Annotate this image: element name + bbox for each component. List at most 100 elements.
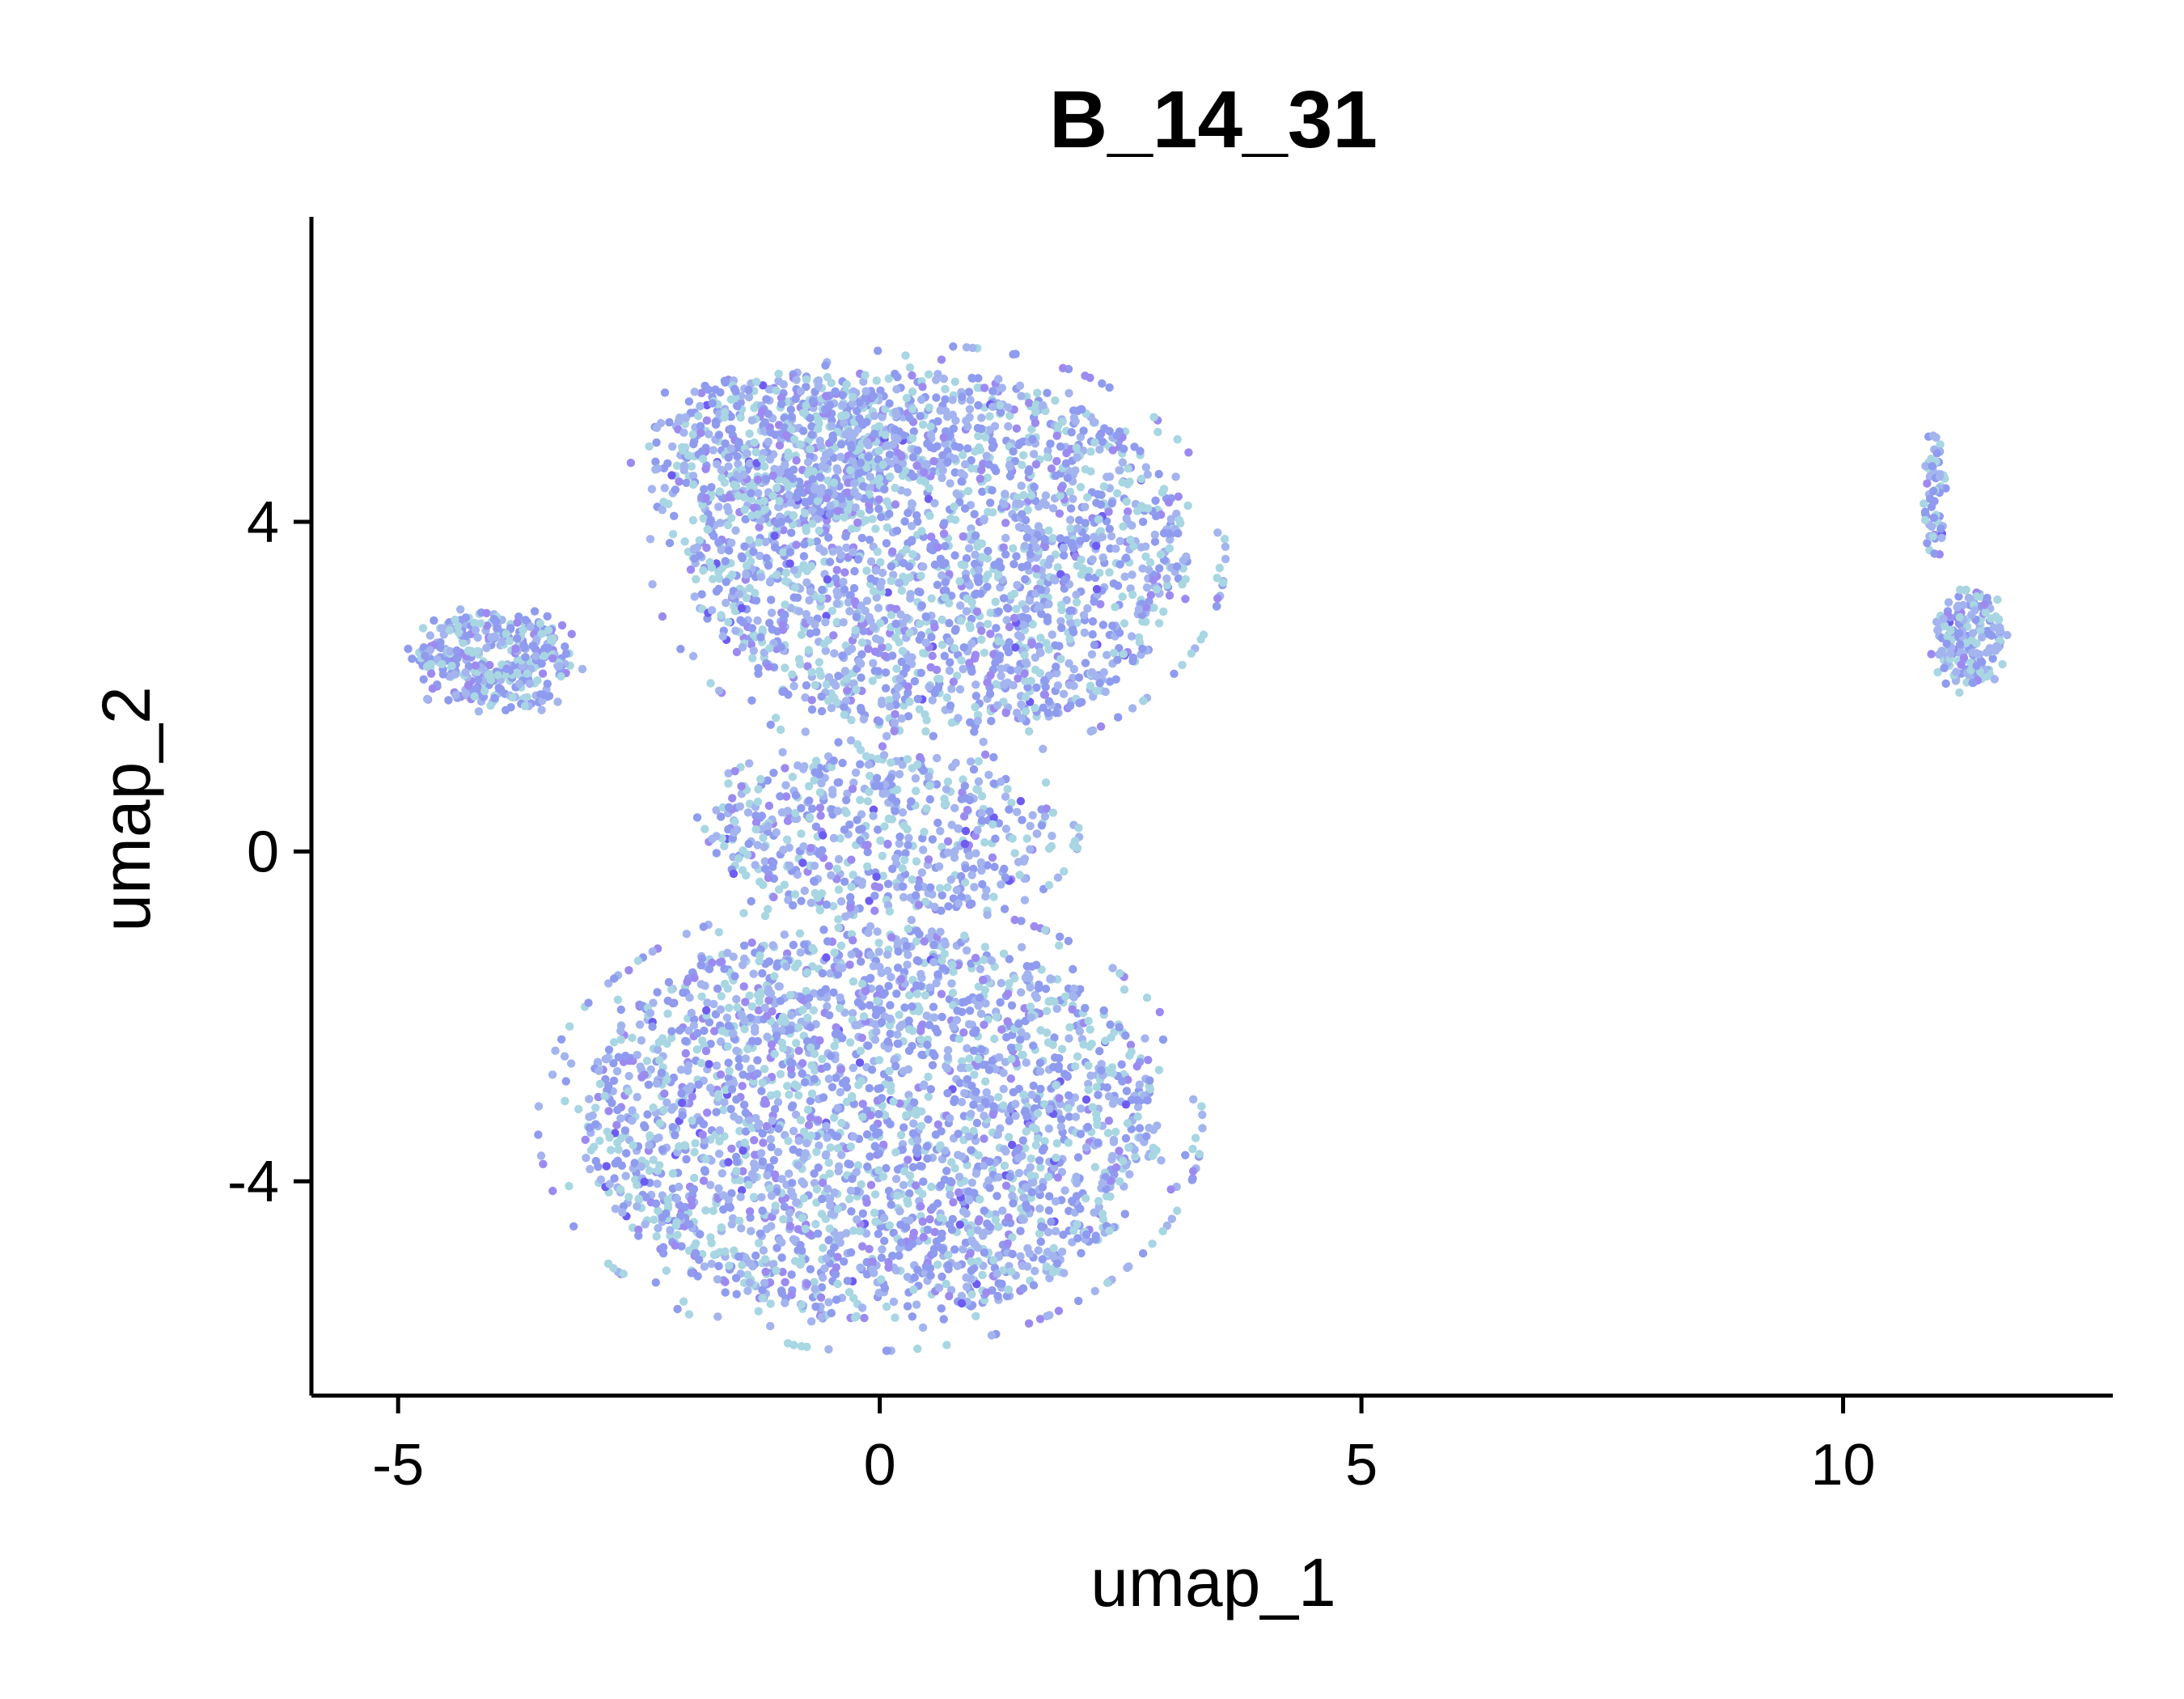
scatter-point xyxy=(922,1142,932,1151)
scatter-point xyxy=(967,1082,976,1091)
scatter-point xyxy=(1097,490,1106,499)
scatter-point xyxy=(792,540,801,549)
scatter-point xyxy=(806,1023,815,1032)
scatter-point xyxy=(953,1261,962,1271)
scatter-point xyxy=(908,1232,918,1241)
scatter-point xyxy=(878,1172,888,1181)
scatter-point xyxy=(1069,964,1077,974)
scatter-point xyxy=(974,1217,983,1226)
scatter-point xyxy=(755,997,764,1006)
scatter-point xyxy=(743,449,751,458)
scatter-point xyxy=(1195,1150,1204,1159)
scatter-point xyxy=(1022,533,1032,542)
scatter-point xyxy=(767,1040,777,1049)
scatter-point xyxy=(825,1194,835,1203)
scatter-point xyxy=(756,573,766,582)
scatter-point xyxy=(932,393,941,402)
scatter-point xyxy=(745,1116,754,1125)
scatter-point xyxy=(835,1003,844,1013)
scatter-point xyxy=(909,1098,919,1107)
scatter-point xyxy=(1014,1043,1023,1052)
scatter-point xyxy=(680,537,689,546)
scatter-point xyxy=(962,1209,971,1218)
scatter-point xyxy=(1170,669,1179,678)
scatter-point xyxy=(914,587,923,596)
scatter-point xyxy=(569,1222,578,1231)
scatter-point xyxy=(947,684,956,693)
scatter-point xyxy=(945,666,954,676)
scatter-point xyxy=(762,553,771,562)
scatter-point xyxy=(982,451,992,460)
scatter-point xyxy=(965,659,974,667)
scatter-point xyxy=(738,1082,747,1091)
scatter-point xyxy=(628,1033,637,1043)
scatter-point xyxy=(857,1077,866,1086)
scatter-point xyxy=(737,552,746,561)
scatter-point xyxy=(1081,502,1090,511)
scatter-point xyxy=(874,446,884,455)
scatter-point xyxy=(957,616,966,625)
scatter-point xyxy=(668,530,678,539)
scatter-point xyxy=(766,1134,775,1144)
scatter-point xyxy=(931,1130,941,1139)
scatter-point xyxy=(714,928,724,937)
scatter-point xyxy=(1066,504,1076,513)
scatter-point xyxy=(807,430,816,439)
scatter-point xyxy=(675,1142,684,1151)
scatter-point xyxy=(840,513,849,522)
scatter-point xyxy=(687,1269,696,1277)
scatter-point xyxy=(870,906,879,915)
scatter-point xyxy=(1002,604,1012,612)
scatter-point xyxy=(842,543,851,553)
scatter-point xyxy=(652,1079,662,1088)
scatter-point xyxy=(1164,498,1174,507)
scatter-point xyxy=(689,1021,699,1030)
scatter-point xyxy=(874,1230,883,1239)
scatter-point xyxy=(804,994,814,1002)
scatter-point xyxy=(981,1077,990,1086)
scatter-point xyxy=(843,686,852,695)
scatter-point xyxy=(977,635,986,644)
scatter-point xyxy=(660,484,669,493)
scatter-point xyxy=(760,911,770,921)
scatter-point xyxy=(857,1033,866,1043)
scatter-point xyxy=(750,438,759,447)
scatter-point xyxy=(892,385,901,394)
scatter-point xyxy=(1005,1116,1014,1125)
scatter-point xyxy=(607,1099,616,1108)
scatter-point xyxy=(745,1278,755,1287)
scatter-point xyxy=(933,1027,942,1037)
scatter-point xyxy=(824,1298,833,1307)
scatter-point xyxy=(1008,1249,1017,1259)
scatter-point xyxy=(755,523,764,532)
scatter-point xyxy=(751,1150,760,1159)
scatter-point xyxy=(906,594,915,603)
scatter-point xyxy=(919,649,928,658)
scatter-point xyxy=(788,670,797,679)
scatter-point xyxy=(833,1028,842,1038)
scatter-point xyxy=(823,1002,832,1011)
scatter-point xyxy=(1081,1194,1090,1203)
scatter-point xyxy=(766,1321,775,1331)
scatter-point xyxy=(792,1039,801,1048)
scatter-point xyxy=(1005,955,1014,964)
scatter-point xyxy=(1044,1124,1054,1133)
scatter-point xyxy=(714,1149,724,1159)
scatter-point xyxy=(1105,568,1114,577)
scatter-point xyxy=(977,424,986,434)
scatter-point xyxy=(781,576,790,586)
scatter-point xyxy=(950,502,959,511)
scatter-point xyxy=(621,1051,630,1061)
scatter-point xyxy=(1124,507,1132,516)
scatter-point xyxy=(663,1009,672,1019)
scatter-point xyxy=(747,938,756,947)
scatter-point xyxy=(971,702,980,712)
scatter-point xyxy=(802,527,811,536)
scatter-point xyxy=(753,1036,762,1046)
scatter-point xyxy=(717,545,726,555)
scatter-point xyxy=(1067,428,1076,437)
scatter-point xyxy=(585,1095,594,1104)
scatter-point xyxy=(1073,1234,1082,1243)
scatter-point xyxy=(994,1173,1003,1182)
scatter-point xyxy=(734,1252,743,1261)
